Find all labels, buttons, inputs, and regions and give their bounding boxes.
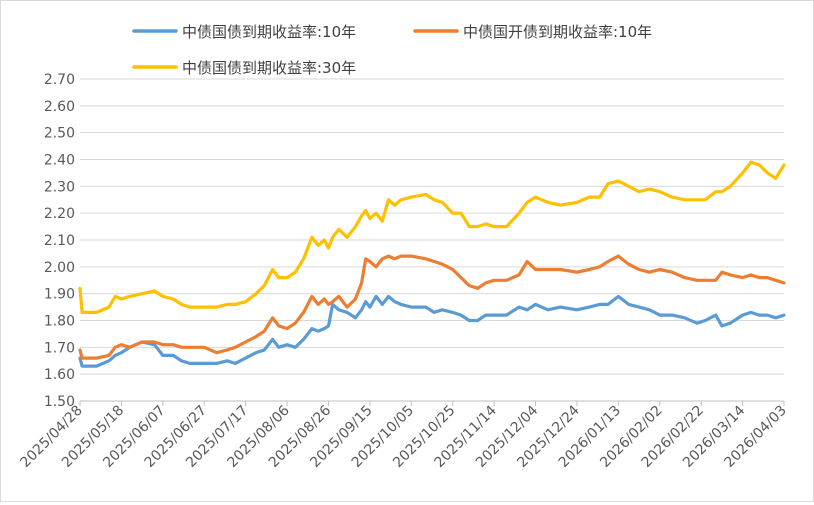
y-tick-label: 1.60 (44, 367, 75, 383)
y-tick-label: 1.50 (44, 394, 75, 410)
y-tick-label: 2.00 (44, 260, 75, 276)
y-tick-label: 2.30 (44, 179, 75, 195)
gridlines (80, 78, 784, 402)
y-tick-label: 2.40 (44, 153, 75, 169)
y-axis-ticks: 1.50 1.60 1.70 1.80 1.90 2.00 2.10 2.20 2.30 2.40… (44, 72, 75, 410)
legend-label-1: 中债国开债到期收益率:10年 (463, 23, 652, 41)
legend-label-0: 中债国债到期收益率:10年 (182, 23, 356, 41)
y-tick-label: 2.60 (44, 99, 75, 115)
y-tick-label: 2.10 (44, 233, 75, 249)
series-line-1 (78, 254, 786, 360)
y-tick-label: 2.50 (44, 126, 75, 142)
y-tick-label: 2.20 (44, 206, 75, 222)
legend-label-2: 中债国债到期收益率:30年 (182, 59, 356, 77)
y-tick-label: 1.70 (44, 340, 75, 356)
y-tick-label: 2.70 (44, 72, 75, 88)
series-line-0 (78, 294, 786, 368)
series-line-2 (78, 160, 786, 314)
x-axis: 2025/04/282025/05/182025/06/072025/06/27… (17, 400, 790, 471)
series-lines (78, 160, 786, 368)
y-tick-label: 1.80 (44, 314, 75, 330)
y-tick-label: 1.90 (44, 287, 75, 303)
